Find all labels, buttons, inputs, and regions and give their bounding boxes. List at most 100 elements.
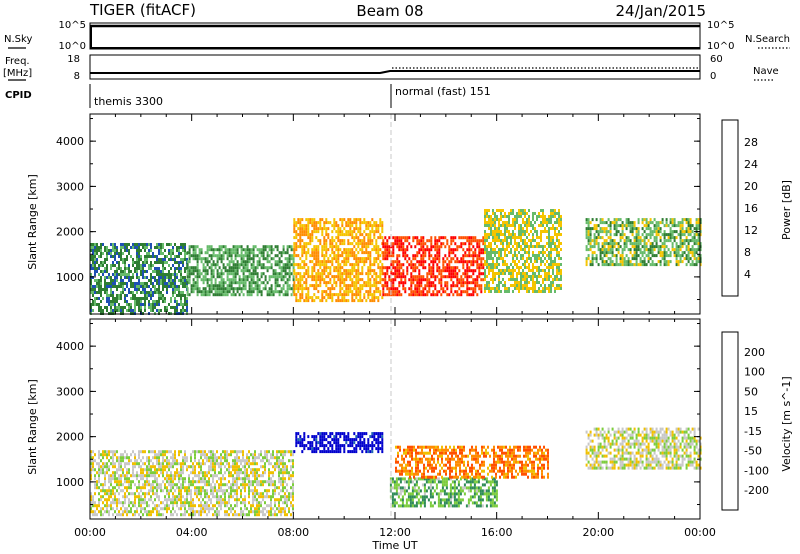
power-cell bbox=[466, 278, 469, 282]
power-cell bbox=[367, 275, 370, 279]
power-cell bbox=[293, 218, 296, 222]
velocity-cell bbox=[190, 495, 192, 499]
power-cell bbox=[504, 215, 506, 218]
power-cell bbox=[538, 236, 540, 239]
power-cell bbox=[198, 254, 201, 258]
power-cell bbox=[490, 290, 492, 293]
power-cell bbox=[102, 243, 104, 246]
velocity-cell bbox=[174, 462, 176, 466]
power-cell bbox=[685, 248, 688, 252]
power-cell bbox=[522, 254, 524, 257]
power-cell bbox=[518, 284, 520, 287]
velocity-cell bbox=[138, 465, 140, 469]
power-cell bbox=[510, 263, 512, 266]
power-cell bbox=[222, 293, 225, 297]
power-cell bbox=[422, 236, 425, 240]
velocity-cell bbox=[164, 504, 166, 508]
velocity-cell bbox=[160, 483, 162, 487]
power-cell bbox=[124, 267, 126, 270]
power-cell bbox=[218, 284, 221, 288]
power-cell bbox=[655, 254, 658, 258]
power-cell bbox=[446, 287, 449, 291]
power-cell bbox=[180, 246, 182, 249]
power-cell bbox=[122, 261, 124, 264]
power-cell bbox=[290, 287, 293, 291]
power-cell bbox=[476, 257, 479, 261]
power-cell bbox=[232, 281, 235, 285]
power-cell bbox=[112, 294, 114, 297]
power-cell bbox=[288, 284, 291, 288]
power-cell bbox=[609, 257, 612, 261]
power-cell bbox=[627, 236, 630, 240]
power-cell bbox=[311, 254, 314, 258]
velocity-cell bbox=[184, 498, 186, 502]
velocity-cell bbox=[156, 456, 158, 460]
power-cell bbox=[158, 300, 160, 303]
power-cell bbox=[218, 266, 221, 270]
power-cell bbox=[468, 275, 471, 279]
power-cell bbox=[98, 282, 100, 285]
power-cell bbox=[258, 263, 261, 267]
velocity-cell bbox=[108, 498, 110, 502]
power-cell bbox=[214, 248, 217, 252]
power-cell bbox=[615, 221, 618, 225]
power-cell bbox=[319, 284, 322, 288]
power-cell bbox=[250, 278, 253, 282]
power-cell bbox=[442, 275, 445, 279]
power-cell bbox=[216, 287, 219, 291]
power-cell bbox=[558, 251, 560, 254]
power-cell bbox=[168, 279, 170, 282]
power-cell bbox=[693, 248, 696, 252]
power-cell bbox=[329, 287, 332, 291]
power-cell bbox=[174, 291, 176, 294]
power-cell bbox=[434, 275, 437, 279]
power-cell bbox=[323, 266, 326, 270]
power-cell bbox=[613, 239, 616, 243]
power-cell bbox=[142, 264, 144, 267]
power-cell bbox=[260, 272, 263, 276]
power-cell bbox=[337, 239, 340, 243]
power-cell bbox=[382, 290, 385, 294]
power-cell bbox=[341, 299, 344, 303]
power-cell bbox=[488, 224, 490, 227]
power-cell bbox=[174, 273, 176, 276]
power-cell bbox=[170, 273, 172, 276]
power-cell bbox=[643, 248, 646, 252]
power-cell bbox=[150, 267, 152, 270]
power-cell bbox=[359, 287, 362, 291]
power-cell bbox=[522, 269, 524, 272]
power-cell bbox=[418, 260, 421, 264]
power-cell bbox=[337, 278, 340, 282]
power-cell bbox=[274, 272, 277, 276]
power-cell bbox=[136, 285, 138, 288]
power-cell bbox=[639, 239, 642, 243]
power-cell bbox=[188, 251, 191, 255]
power-cell bbox=[677, 254, 680, 258]
power-cell bbox=[593, 239, 596, 243]
velocity-cell bbox=[92, 495, 94, 499]
power-cell bbox=[256, 290, 259, 294]
velocity-cell bbox=[110, 480, 112, 484]
power-cell bbox=[661, 257, 664, 261]
power-cell bbox=[657, 248, 660, 252]
power-cell bbox=[677, 221, 680, 225]
power-cell bbox=[144, 243, 146, 246]
power-cell bbox=[104, 270, 106, 273]
power-cell bbox=[150, 279, 152, 282]
power-cell bbox=[317, 290, 320, 294]
velocity-cell bbox=[156, 468, 158, 472]
velocity-cell bbox=[106, 462, 108, 466]
power-cell bbox=[496, 266, 498, 269]
power-cell bbox=[166, 261, 168, 264]
velocity-cell bbox=[108, 468, 110, 472]
velocity-cell bbox=[178, 477, 180, 481]
power-cell bbox=[258, 290, 261, 294]
power-cell bbox=[361, 245, 364, 249]
power-cell bbox=[260, 248, 263, 252]
power-cell bbox=[607, 257, 610, 261]
power-cell bbox=[164, 249, 166, 252]
velocity-cell bbox=[176, 474, 178, 478]
power-cell bbox=[313, 254, 316, 258]
power-cell bbox=[476, 242, 479, 246]
power-cell bbox=[311, 224, 314, 228]
